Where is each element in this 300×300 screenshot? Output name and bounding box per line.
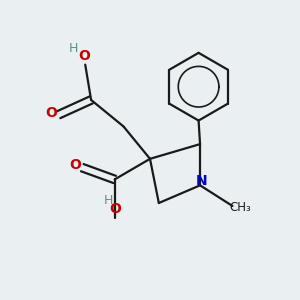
- Text: H: H: [69, 42, 78, 55]
- Text: H: H: [103, 194, 113, 207]
- Text: O: O: [109, 202, 121, 216]
- Text: O: O: [45, 106, 57, 120]
- Text: CH₃: CH₃: [230, 201, 252, 214]
- Text: O: O: [69, 158, 81, 172]
- Text: N: N: [196, 174, 207, 188]
- Text: O: O: [78, 49, 90, 63]
